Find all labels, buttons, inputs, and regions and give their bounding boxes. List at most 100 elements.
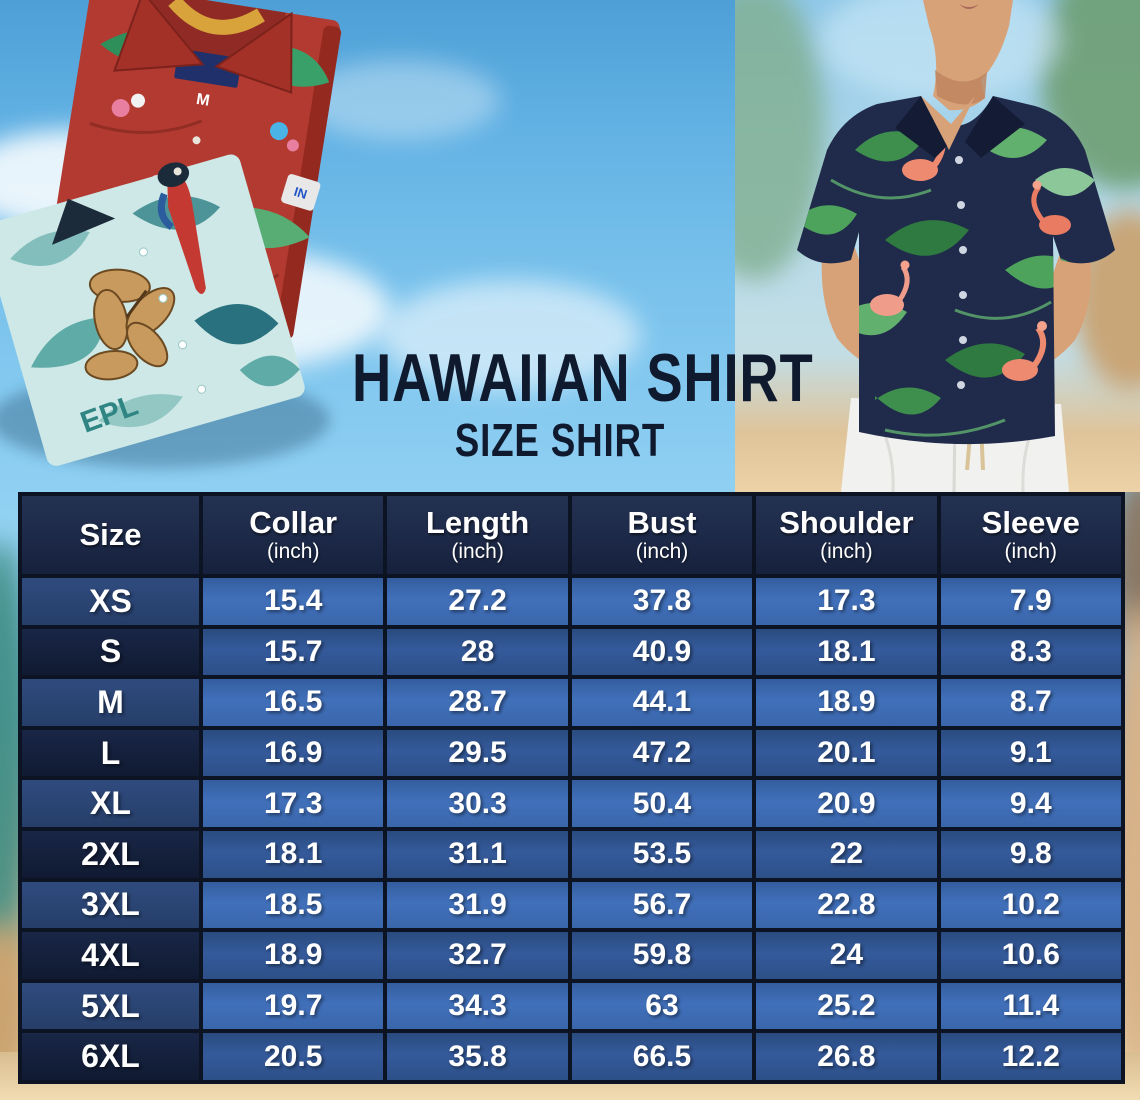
header-cell-bust: Bust (inch) (571, 496, 753, 574)
header-cell-collar: Collar (inch) (203, 496, 384, 574)
size-label: L (22, 729, 199, 777)
table-cell: 9.8 (940, 830, 1121, 878)
size-label: M (22, 679, 199, 726)
size-label: 3XL (22, 881, 199, 929)
parrot (157, 162, 206, 294)
column-label: Bust (627, 505, 697, 541)
table-row-l: L 16.9 29.5 47.2 20.1 9.1 (22, 729, 1121, 777)
table-cell: 10.6 (940, 932, 1121, 979)
page-subtitle: SIZE SHIRT (454, 413, 666, 466)
table-cell: 11.4 (940, 982, 1121, 1030)
table-row-2xl: 2XL 18.1 31.1 53.5 22 9.8 (22, 830, 1121, 878)
title-block: HAWAIIAN SHIRT SIZE SHIRT (300, 340, 820, 466)
table-cell: 16.9 (203, 729, 384, 777)
size-label: S (22, 628, 199, 676)
table-cell: 32.7 (387, 932, 568, 979)
table-cell: 63 (571, 982, 753, 1030)
column-label: Size (79, 516, 142, 552)
collar-flap-right (214, 11, 293, 94)
table-row-m: M 16.5 28.7 44.1 18.9 8.7 (22, 679, 1121, 726)
table-cell: 30.3 (387, 780, 568, 827)
table-cell: 20.9 (756, 780, 937, 827)
table-row-6xl: 6XL 20.5 35.8 66.5 26.8 12.2 (22, 1033, 1121, 1080)
table-cell: 15.7 (203, 628, 384, 676)
table-cell: 20.1 (756, 729, 937, 777)
table-cell: 27.2 (387, 578, 568, 625)
column-unit: (inch) (451, 539, 504, 563)
table-row-xs: XS 15.4 27.2 37.8 17.3 7.9 (22, 578, 1121, 625)
table-cell: 34.3 (387, 982, 568, 1030)
table-cell: 59.8 (571, 932, 753, 979)
table-cell: 16.5 (203, 679, 384, 726)
table-cell: 22 (756, 830, 937, 878)
folded-shirts-photo: M IN (0, 0, 350, 488)
table-cell: 44.1 (571, 679, 753, 726)
table-cell: 18.1 (203, 830, 384, 878)
table-cell: 17.3 (203, 780, 384, 827)
teal-collar (51, 198, 116, 245)
table-cell: 10.2 (940, 881, 1121, 929)
header-cell-shoulder: Shoulder (inch) (756, 496, 937, 574)
column-unit: (inch) (635, 539, 689, 563)
size-chart-table: Size Collar (inch) Length (inch) Bust (inch) Sh… (18, 492, 1125, 1084)
lips (959, 4, 979, 9)
table-cell: 47.2 (571, 729, 753, 777)
brand-patch: IN (281, 174, 321, 211)
table-cell: 8.3 (940, 628, 1121, 676)
page-title: HAWAIIAN SHIRT (352, 340, 814, 416)
header-cell-size: Size (22, 496, 199, 574)
svg-text:IN: IN (292, 184, 309, 202)
column-label: Collar (249, 505, 338, 541)
table-cell: 31.9 (387, 881, 568, 929)
table-cell: 25.2 (756, 982, 937, 1030)
size-table-header: Size Collar (inch) Length (inch) Bust (inch) Sh… (22, 496, 1121, 574)
table-cell: 56.7 (571, 881, 753, 929)
teal-buttons (138, 247, 207, 394)
table-cell: 18.1 (756, 628, 937, 676)
table-cell: 8.7 (940, 679, 1121, 726)
collar-flap-left (112, 0, 205, 72)
table-cell: 28 (387, 628, 568, 676)
table-cell: 22.8 (756, 881, 937, 929)
teal-hawaiian-shirt: EPL (0, 154, 305, 466)
shirt-collar (895, 96, 1025, 158)
table-cell: 40.9 (571, 628, 753, 676)
table-cell: 12.2 (940, 1033, 1121, 1080)
shirt-pattern (797, 117, 1115, 437)
column-label: Length (425, 505, 530, 541)
shirt-buttons (955, 156, 967, 389)
table-cell: 18.9 (203, 932, 384, 979)
table-cell: 20.5 (203, 1033, 384, 1080)
table-cell: 17.3 (756, 578, 937, 625)
table-cell: 9.1 (940, 729, 1121, 777)
table-cell: 66.5 (571, 1033, 753, 1080)
column-label: Shoulder (779, 505, 914, 541)
collar-logo-band (168, 0, 265, 35)
size-label: 5XL (22, 982, 199, 1030)
model-photo (685, 0, 1140, 493)
header-cell-sleeve: Sleeve (inch) (940, 496, 1121, 574)
table-cell: 15.4 (203, 578, 384, 625)
table-cell: 29.5 (387, 729, 568, 777)
table-cell: 28.7 (387, 679, 568, 726)
size-label: 2XL (22, 830, 199, 878)
table-cell: 31.1 (387, 830, 568, 878)
column-label: Sleeve (981, 505, 1080, 541)
table-row-s: S 15.7 28 40.9 18.1 8.3 (22, 628, 1121, 676)
size-label: XL (22, 780, 199, 827)
table-cell: 19.7 (203, 982, 384, 1030)
table-row-4xl: 4XL 18.9 32.7 59.8 24 10.6 (22, 932, 1121, 979)
model-head-neck (923, 0, 1013, 111)
table-row-5xl: 5XL 19.7 34.3 63 25.2 11.4 (22, 982, 1121, 1030)
size-label: XS (22, 578, 199, 625)
column-unit: (inch) (1004, 539, 1058, 563)
table-cell: 35.8 (387, 1033, 568, 1080)
size-label: 6XL (22, 1033, 199, 1080)
table-row-xl: XL 17.3 30.3 50.4 20.9 9.4 (22, 780, 1121, 827)
table-cell: 50.4 (571, 780, 753, 827)
table-cell: 37.8 (571, 578, 753, 625)
table-cell: 9.4 (940, 780, 1121, 827)
flamingos (870, 117, 1071, 381)
table-cell: 18.9 (756, 679, 937, 726)
